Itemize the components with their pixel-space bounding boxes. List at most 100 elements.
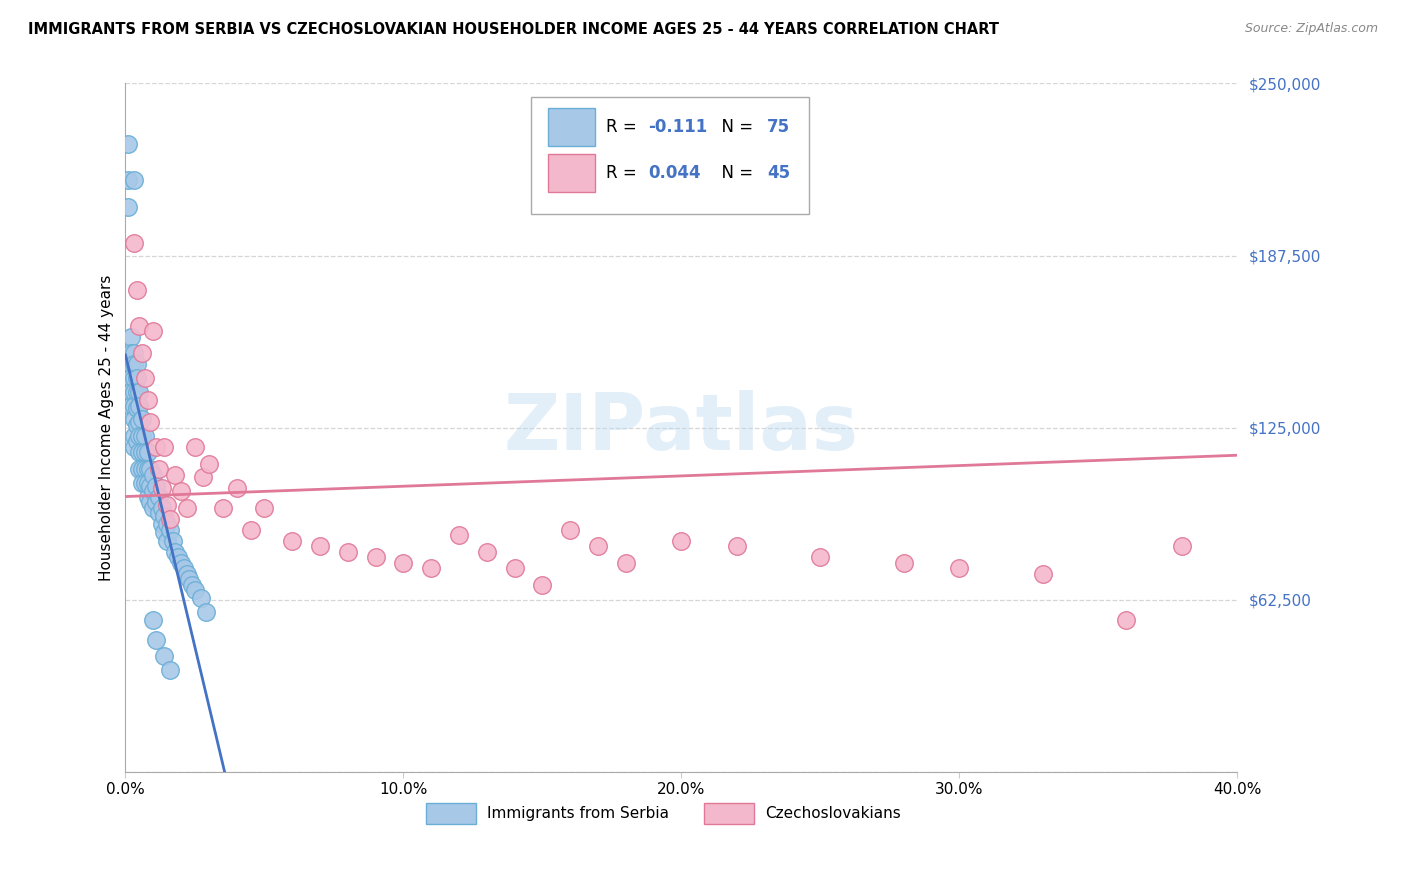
Point <box>139 415 162 429</box>
Point <box>725 539 748 553</box>
Text: 45: 45 <box>766 164 790 182</box>
Point <box>225 481 247 495</box>
Point <box>808 550 831 565</box>
Point <box>150 500 173 515</box>
Point <box>948 561 970 575</box>
Text: Czechoslovakians: Czechoslovakians <box>765 805 900 821</box>
Point <box>134 429 156 443</box>
Point <box>122 399 145 413</box>
Point <box>136 393 159 408</box>
Point <box>128 318 150 333</box>
Point <box>122 440 145 454</box>
Text: R =: R = <box>606 118 641 136</box>
Point <box>134 445 156 459</box>
Point <box>1032 566 1054 581</box>
Point <box>159 511 181 525</box>
Point <box>503 561 526 575</box>
Point <box>122 412 145 426</box>
Point <box>153 440 176 454</box>
Point <box>167 550 190 565</box>
Point <box>193 470 215 484</box>
Point <box>153 525 176 540</box>
Point <box>122 384 145 399</box>
Point <box>475 544 498 558</box>
Point <box>1170 539 1192 553</box>
Point <box>139 462 162 476</box>
Point <box>134 475 156 490</box>
Point <box>125 434 148 449</box>
Point <box>176 500 198 515</box>
FancyBboxPatch shape <box>548 154 595 192</box>
Point <box>1115 614 1137 628</box>
Point <box>128 399 150 413</box>
Point <box>125 283 148 297</box>
FancyBboxPatch shape <box>548 108 595 145</box>
Point <box>198 457 221 471</box>
Point <box>117 200 139 214</box>
Point <box>211 500 233 515</box>
Point <box>893 556 915 570</box>
Point <box>136 490 159 504</box>
Point <box>420 561 443 575</box>
Point <box>142 614 165 628</box>
Point <box>153 508 176 523</box>
Point <box>122 429 145 443</box>
Point <box>131 475 153 490</box>
Point <box>145 478 167 492</box>
Point <box>139 478 162 492</box>
Point <box>120 371 142 385</box>
Point <box>128 429 150 443</box>
Text: Source: ZipAtlas.com: Source: ZipAtlas.com <box>1244 22 1378 36</box>
Point <box>447 528 470 542</box>
Point <box>150 481 173 495</box>
Point <box>145 440 167 454</box>
Point <box>120 399 142 413</box>
Point <box>162 533 184 548</box>
Point <box>139 495 162 509</box>
Point <box>159 663 181 677</box>
Point <box>309 539 332 553</box>
Point <box>181 577 204 591</box>
Point <box>153 649 176 664</box>
FancyBboxPatch shape <box>426 803 475 823</box>
Point <box>128 384 150 399</box>
Point <box>392 556 415 570</box>
Point <box>531 577 554 591</box>
Text: R =: R = <box>606 164 641 182</box>
Text: 75: 75 <box>766 118 790 136</box>
Point <box>179 572 201 586</box>
Point <box>195 605 218 619</box>
Text: -0.111: -0.111 <box>648 118 707 136</box>
Point <box>131 462 153 476</box>
Point <box>120 357 142 371</box>
Text: ZIPatlas: ZIPatlas <box>503 390 859 466</box>
Y-axis label: Householder Income Ages 25 - 44 years: Householder Income Ages 25 - 44 years <box>100 275 114 581</box>
Point <box>117 173 139 187</box>
Point <box>239 523 262 537</box>
Text: IMMIGRANTS FROM SERBIA VS CZECHOSLOVAKIAN HOUSEHOLDER INCOME AGES 25 - 44 YEARS : IMMIGRANTS FROM SERBIA VS CZECHOSLOVAKIA… <box>28 22 1000 37</box>
Point <box>170 556 193 570</box>
Point <box>134 462 156 476</box>
Point <box>142 484 165 499</box>
Point <box>156 517 179 532</box>
Point <box>281 533 304 548</box>
Point <box>150 517 173 532</box>
Text: N =: N = <box>711 118 759 136</box>
Point <box>142 467 165 482</box>
Point <box>173 561 195 575</box>
Point <box>136 462 159 476</box>
Point <box>145 495 167 509</box>
Point <box>560 523 582 537</box>
Point <box>122 346 145 360</box>
Point <box>128 462 150 476</box>
Point <box>142 500 165 515</box>
Point <box>120 330 142 344</box>
Point <box>131 429 153 443</box>
Point <box>136 475 159 490</box>
Point <box>253 500 276 515</box>
Point <box>142 324 165 338</box>
Text: 0.044: 0.044 <box>648 164 700 182</box>
Point <box>156 533 179 548</box>
Point <box>145 632 167 647</box>
Point <box>165 467 187 482</box>
